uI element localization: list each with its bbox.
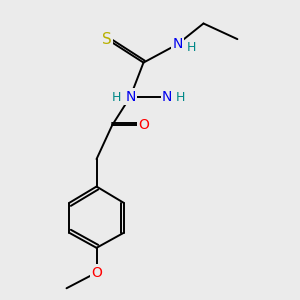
Text: H: H [176,91,185,104]
Text: N: N [162,89,172,103]
Text: S: S [102,32,112,46]
Text: O: O [138,118,149,132]
Text: H: H [186,41,196,54]
Text: H: H [112,91,122,104]
Text: O: O [91,266,102,280]
Text: N: N [125,89,136,103]
Text: N: N [172,37,183,51]
